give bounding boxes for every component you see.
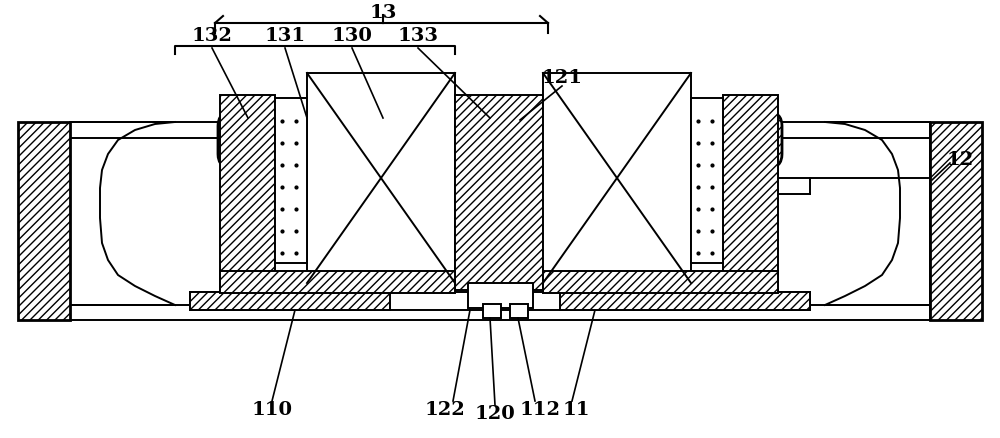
Bar [543, 73, 691, 283]
Text: 131: 131 [264, 27, 306, 45]
Bar [220, 271, 455, 293]
Bar [510, 304, 528, 318]
Text: 11: 11 [562, 401, 590, 419]
Bar [483, 304, 501, 318]
Bar [691, 98, 723, 263]
Text: 132: 132 [192, 27, 232, 45]
Bar [723, 95, 778, 290]
Text: 130: 130 [332, 27, 372, 45]
Bar [455, 95, 543, 290]
Text: 13: 13 [369, 4, 397, 22]
Text: 112: 112 [520, 401, 560, 419]
Text: 120: 120 [475, 405, 515, 423]
Bar [468, 283, 533, 308]
Bar [220, 95, 275, 290]
FancyBboxPatch shape [218, 112, 782, 168]
Bar [275, 98, 307, 263]
Bar [18, 122, 70, 320]
Bar [307, 73, 455, 283]
Text: 121: 121 [542, 69, 582, 87]
Text: 110: 110 [252, 401, 292, 419]
Bar [190, 292, 810, 310]
Text: 12: 12 [946, 151, 974, 169]
Text: 133: 133 [398, 27, 438, 45]
Bar [190, 292, 390, 310]
Bar [560, 292, 810, 310]
Text: 122: 122 [425, 401, 465, 419]
Bar [543, 271, 778, 293]
Bar [930, 122, 982, 320]
